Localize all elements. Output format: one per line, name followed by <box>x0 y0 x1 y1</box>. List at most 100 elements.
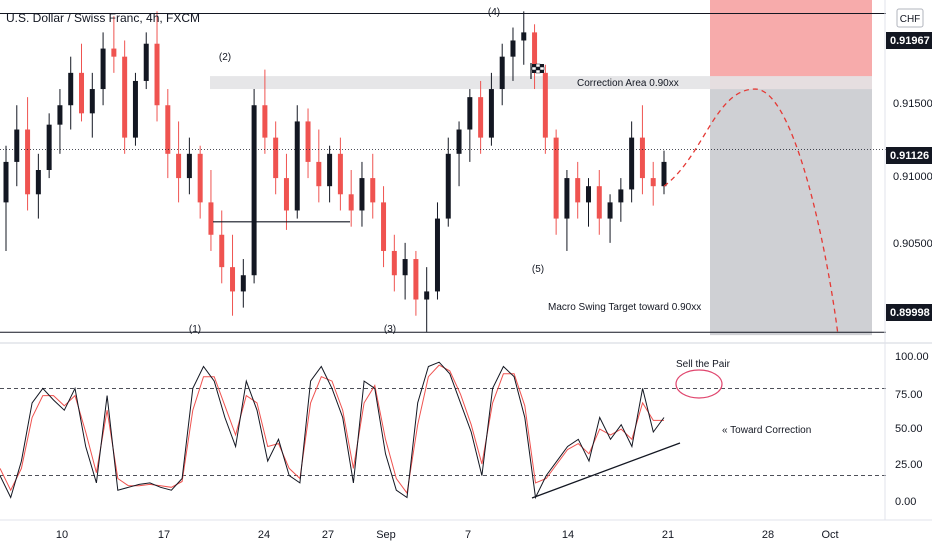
candle-body <box>585 186 591 203</box>
candle-body <box>132 80 138 138</box>
candle-body <box>402 259 408 276</box>
candle-body <box>197 153 203 203</box>
candle-body <box>79 72 85 114</box>
sell-the-pair-label: Sell the Pair <box>676 359 731 370</box>
osc-k-line <box>0 361 665 500</box>
candle-body <box>337 153 343 195</box>
candle-body <box>553 137 559 219</box>
candle-body <box>35 170 41 195</box>
candle-body <box>575 178 581 203</box>
candle-body <box>661 161 667 187</box>
currency-badge[interactable] <box>896 8 924 28</box>
osc-trendline <box>531 442 681 499</box>
price-tick-1: 0.91000 <box>893 171 932 183</box>
time-tick-27: 27 <box>322 529 334 541</box>
candle-body <box>391 250 397 276</box>
candle-body <box>499 56 505 90</box>
candle-body <box>510 40 516 57</box>
checkered-flag-icon <box>530 63 545 79</box>
candle-body <box>89 89 95 114</box>
candle-body <box>445 153 451 219</box>
candle-body <box>348 194 354 211</box>
candle-body <box>25 129 31 195</box>
candle-body <box>46 124 52 170</box>
candle-body <box>176 153 182 179</box>
candle-body <box>14 129 20 162</box>
candle-body <box>68 72 74 106</box>
wave-4-label: (4) <box>488 7 500 18</box>
price-tag-current-text: 0.91126 <box>890 150 929 162</box>
candle-body <box>488 89 494 138</box>
candle-body <box>262 105 268 138</box>
candle-body <box>456 129 462 154</box>
candle-body <box>607 202 613 219</box>
sell-zone-box <box>710 0 872 90</box>
time-tick-24: 24 <box>258 529 270 541</box>
forecast-path <box>663 88 839 336</box>
candle-body <box>639 137 645 179</box>
candle-body <box>208 202 214 235</box>
candle-body <box>186 153 192 179</box>
macro-target-label: Macro Swing Target toward 0.90xx <box>548 302 701 313</box>
time-tick-14: 14 <box>562 529 574 541</box>
candle-body <box>424 291 430 300</box>
time-tick-17: 17 <box>158 529 170 541</box>
correction-area-band <box>210 76 872 90</box>
candle-body <box>111 48 117 57</box>
zones-layer <box>210 0 872 336</box>
candle-body <box>381 202 387 251</box>
candle-body <box>596 186 602 219</box>
time-tick-7: 7 <box>465 529 471 541</box>
candle-body <box>370 178 376 203</box>
price-tag-high-text: 0.91967 <box>890 35 930 47</box>
wave-1-label: (1) <box>189 324 201 335</box>
currency-label: CHF <box>900 14 921 25</box>
osc-tick-75: 75.00 <box>895 389 923 401</box>
lines-layer <box>0 12 886 336</box>
chart-title: U.S. Dollar / Swiss Franc, 4h, FXCM <box>6 11 200 25</box>
candle-body <box>3 161 9 203</box>
wave-3-label: (3) <box>384 324 396 335</box>
price-tag-low: 0.89998 <box>886 304 932 321</box>
candle-body <box>143 43 149 81</box>
candle-body <box>283 178 289 211</box>
osc-tick-25: 25.00 <box>895 459 923 471</box>
time-tick-10: 10 <box>56 529 68 541</box>
oscillator-panel[interactable] <box>0 361 886 500</box>
candle-body <box>564 178 570 219</box>
candle-body <box>240 275 246 292</box>
time-tick-21: 21 <box>662 529 674 541</box>
candle-body <box>521 32 527 41</box>
candle-body <box>650 178 656 187</box>
target-zone-box <box>710 89 872 336</box>
price-tag-current: 0.91126 <box>886 147 932 164</box>
candle-body <box>305 121 311 162</box>
wave-5-label: (5) <box>532 264 544 275</box>
candle-body <box>618 189 624 203</box>
candle-body <box>327 153 333 187</box>
candle-body <box>154 43 160 106</box>
time-tick-sep: Sep <box>376 529 396 541</box>
osc-tick-0: 0.00 <box>895 496 916 508</box>
sell-zone-ellipse <box>675 369 723 399</box>
candle-body <box>57 105 63 125</box>
wave-2-label: (2) <box>219 52 231 63</box>
candle-body <box>294 121 300 211</box>
correction-area-label: Correction Area 0.90xx <box>577 78 679 89</box>
candle-body <box>273 137 279 179</box>
candle-body <box>165 105 171 154</box>
osc-tick-50: 50.00 <box>895 423 923 435</box>
candle-body <box>478 97 484 138</box>
osc-tick-100: 100.00 <box>895 351 929 363</box>
time-tick-oct: Oct <box>821 529 838 541</box>
candle-body <box>413 259 419 300</box>
candle-body <box>230 267 236 292</box>
candle-body <box>122 56 128 138</box>
candle-body <box>532 32 538 73</box>
candle-body <box>542 72 548 138</box>
osc-d-line <box>0 364 664 495</box>
candle-body <box>251 105 257 276</box>
candle-body <box>434 218 440 292</box>
candle-body <box>100 48 106 90</box>
